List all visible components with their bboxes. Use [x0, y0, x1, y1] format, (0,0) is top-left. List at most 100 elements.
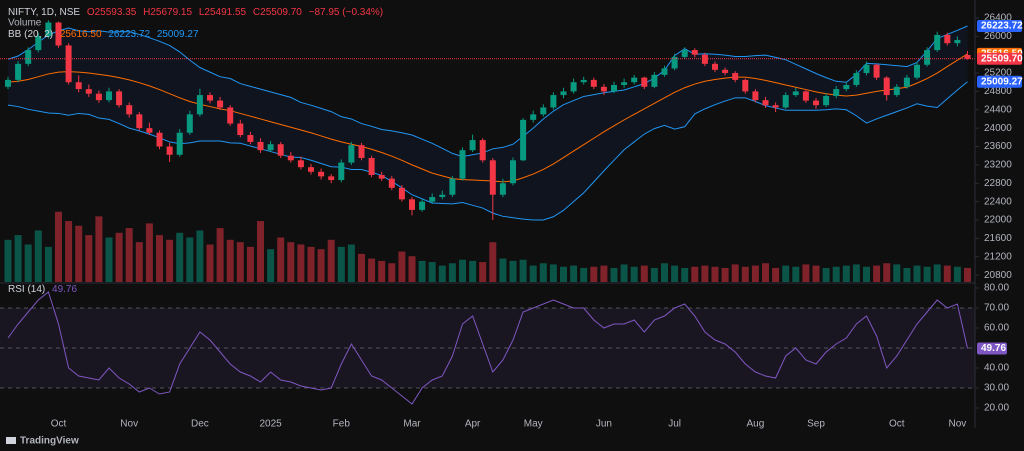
candle-body	[954, 39, 961, 44]
candle-body	[611, 84, 617, 92]
volume-bar	[337, 246, 345, 282]
candle-body	[237, 123, 244, 136]
bb-label: BB (20, 2)	[8, 29, 53, 40]
candle-body	[681, 50, 688, 57]
candle-body	[833, 89, 840, 96]
candle-body	[287, 155, 294, 161]
volume-bar	[378, 260, 386, 282]
candle-body	[732, 73, 739, 80]
y-tick-label: 23600	[984, 141, 1012, 152]
candle-body	[863, 64, 870, 74]
volume-bar	[509, 260, 517, 282]
candle-body	[893, 86, 900, 96]
volume-bar	[176, 232, 184, 282]
candle-body	[823, 95, 830, 106]
y-tick-label: 22000	[984, 215, 1012, 226]
volume-bar	[4, 239, 12, 282]
y-tick-label: 24000	[984, 123, 1012, 134]
candle-body	[742, 79, 749, 92]
candle-body	[398, 187, 405, 200]
symbol: NIFTY, 1D, NSE	[8, 7, 80, 18]
volume-bar	[792, 266, 800, 282]
volume-bar	[943, 265, 951, 282]
candle-body	[378, 174, 385, 179]
change-value: −87.95 (−0.34%)	[309, 7, 384, 18]
y-tick-label: 40.00	[984, 363, 1009, 374]
volume-bar	[166, 239, 174, 282]
volume-bar	[933, 264, 941, 282]
volume-bar	[953, 266, 961, 282]
rsi-label: RSI (14)	[8, 284, 45, 295]
volume-bar	[438, 265, 446, 282]
volume-bar	[640, 265, 648, 282]
volume-bar	[196, 230, 204, 282]
bb-lower-line	[7, 81, 968, 221]
candle-body	[883, 77, 890, 96]
volume-bar	[277, 237, 285, 282]
volume-bar	[469, 260, 477, 282]
candle-body	[388, 178, 395, 188]
volume-bar	[580, 267, 588, 282]
y-tick-label: 25200	[984, 68, 1012, 79]
x-tick-label: Feb	[333, 419, 351, 430]
volume-bar	[590, 266, 598, 282]
candle-body	[722, 69, 729, 74]
candle-body	[156, 132, 163, 147]
volume-bar	[610, 267, 618, 282]
x-tick-label: Jul	[668, 419, 681, 430]
candle-body	[489, 160, 496, 195]
rsi-value: 49.76	[52, 284, 77, 295]
x-tick-label: Jun	[596, 419, 612, 430]
candle-body	[469, 140, 476, 151]
candle-body	[772, 105, 779, 108]
volume-bar	[479, 262, 487, 282]
candle-body	[671, 56, 678, 69]
ohlc-value: L25491.55	[199, 7, 247, 18]
volume-bar	[297, 244, 305, 282]
candle-body	[15, 63, 22, 80]
volume-bar	[135, 242, 143, 282]
price-tag	[977, 75, 1022, 88]
candle-body	[439, 194, 446, 198]
volume-bar	[832, 266, 840, 282]
volume-bar	[327, 239, 335, 282]
candle-body	[641, 77, 648, 87]
volume-bar	[156, 235, 163, 282]
candle-body	[570, 82, 577, 92]
candle-body	[550, 95, 557, 108]
volume-bar	[246, 246, 254, 282]
candle-body	[55, 22, 62, 46]
y-tick-label: 24400	[984, 104, 1012, 115]
candle-body	[65, 45, 72, 83]
volume-bar	[307, 246, 315, 282]
ohlc-value: H25679.15	[143, 7, 192, 18]
bb-upper-line	[7, 25, 968, 158]
y-tick-label: 23200	[984, 160, 1012, 171]
brand-logo: TradingView	[6, 436, 79, 447]
brand: TradingView	[20, 436, 79, 447]
candle-body	[338, 162, 345, 181]
volume-bar	[650, 267, 658, 282]
volume-bar	[418, 260, 426, 282]
volume-bar	[267, 249, 275, 282]
volume-bar	[347, 244, 355, 282]
volume-bar	[358, 253, 365, 282]
price-tag	[977, 52, 1022, 65]
volume-bar	[24, 244, 32, 282]
candle-body	[479, 140, 486, 161]
volume-bar	[620, 264, 628, 282]
y-tick-label: 21200	[984, 251, 1012, 262]
candle-body	[792, 91, 799, 96]
volume-bar	[368, 258, 376, 282]
volume-bar	[913, 265, 921, 282]
x-tick-label: Sep	[807, 419, 825, 430]
candle-body	[762, 100, 769, 106]
volume-bar	[65, 221, 73, 282]
volume-bar	[44, 246, 52, 282]
y-tick-label: 30.00	[984, 383, 1009, 394]
volume-bar	[701, 265, 709, 282]
candle-body	[217, 100, 224, 108]
candle-body	[358, 145, 365, 158]
